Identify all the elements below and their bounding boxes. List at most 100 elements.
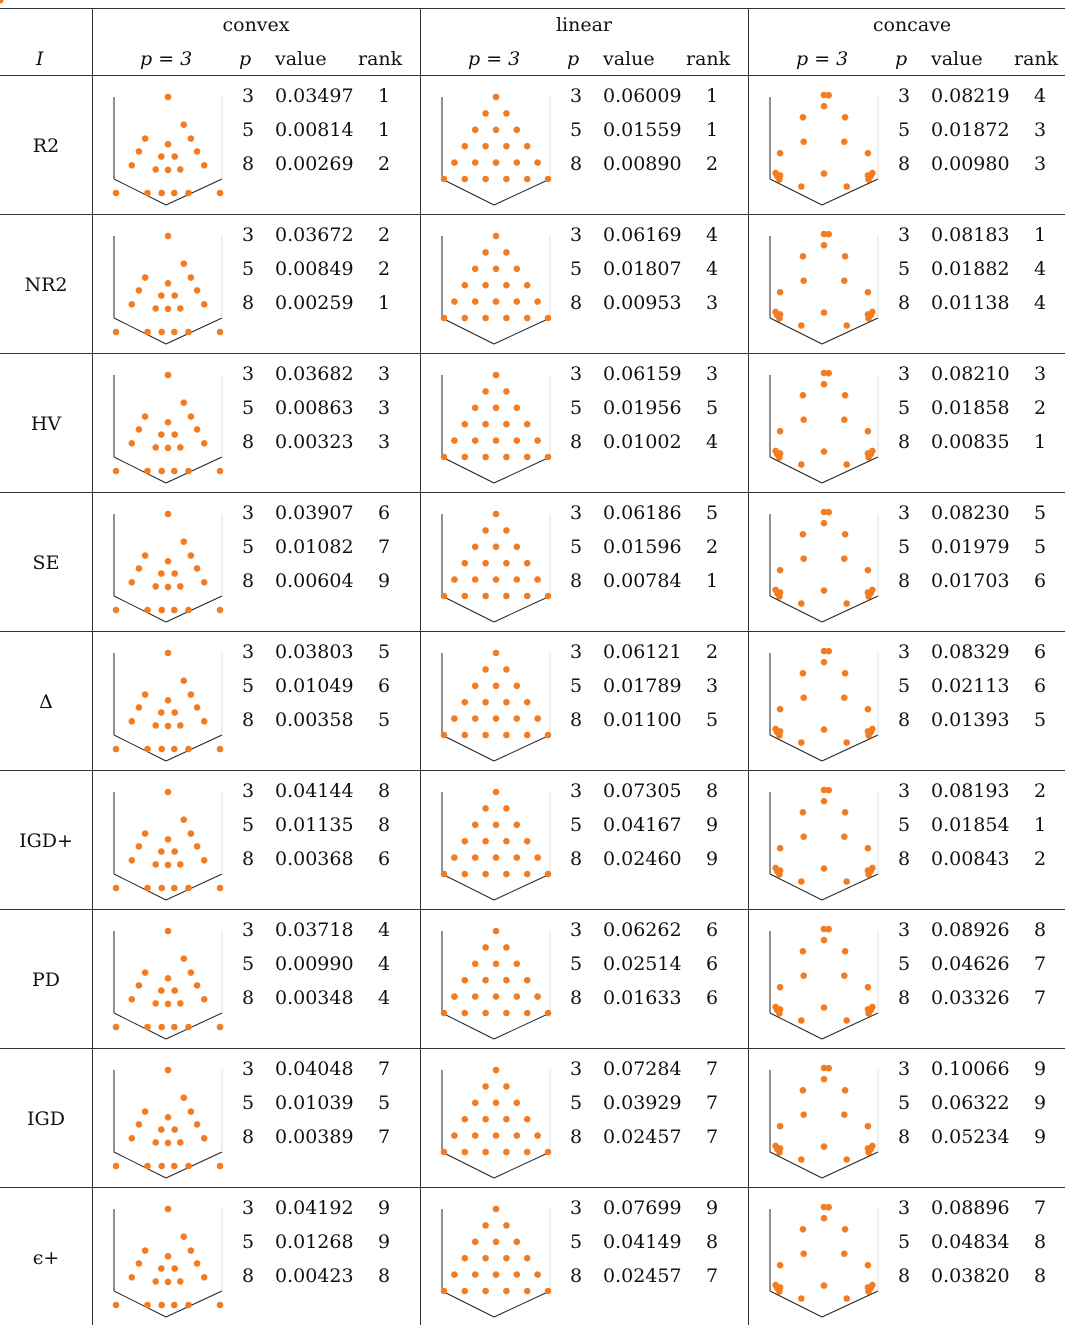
p-value: 3 [570, 85, 583, 107]
point [841, 416, 848, 424]
point [776, 1261, 784, 1269]
p-value: 5 [570, 814, 583, 836]
p-value: 5 [242, 258, 255, 280]
axis [165, 317, 223, 345]
point [471, 126, 479, 134]
rule [748, 8, 749, 1325]
point [177, 1278, 184, 1285]
point [135, 565, 143, 572]
point [864, 172, 872, 179]
metric-value: 0.06159 [603, 363, 682, 385]
point [800, 138, 807, 145]
point [799, 670, 807, 677]
point [513, 265, 521, 273]
rank: 2 [706, 153, 719, 175]
point [171, 570, 178, 577]
point [440, 731, 448, 739]
p-value: 5 [242, 119, 255, 141]
point [471, 1099, 479, 1107]
point [471, 265, 479, 273]
point [451, 854, 458, 861]
point [185, 745, 192, 753]
p-value: 8 [570, 570, 583, 592]
point [482, 388, 489, 395]
p-value: 3 [242, 919, 255, 941]
point [534, 715, 541, 722]
point [185, 1301, 192, 1309]
point [523, 420, 531, 428]
point [152, 305, 159, 312]
rank: 6 [706, 919, 719, 941]
rank: 6 [1034, 641, 1047, 663]
point [152, 1000, 159, 1007]
point [164, 722, 172, 730]
metric-value: 0.01039 [275, 1092, 354, 1114]
point [841, 114, 849, 121]
rank: 9 [706, 1197, 719, 1219]
point [164, 861, 172, 869]
point [482, 420, 489, 428]
indicator: IGD+ [19, 830, 73, 852]
indicator: ϵ+ [32, 1247, 60, 1269]
point [772, 169, 779, 177]
point [152, 1278, 159, 1285]
point [864, 288, 872, 296]
point [216, 328, 224, 336]
rank: 2 [1034, 397, 1047, 419]
point [820, 726, 828, 733]
p-value: 3 [570, 919, 583, 941]
metric-value: 0.04167 [603, 814, 682, 836]
point [187, 135, 195, 142]
point [128, 996, 136, 1003]
rank: 3 [378, 363, 391, 385]
point [864, 566, 872, 574]
p-value: 3 [570, 363, 583, 385]
point [841, 1111, 848, 1118]
point [128, 162, 136, 169]
axis [821, 1290, 879, 1318]
p-value: 5 [898, 397, 911, 419]
rank: 4 [1034, 258, 1047, 280]
point [544, 175, 552, 183]
rank: 6 [378, 675, 391, 697]
p-value: 5 [570, 536, 583, 558]
point [825, 1203, 832, 1211]
point [216, 1301, 224, 1309]
point [158, 745, 165, 753]
point [135, 426, 143, 433]
point [158, 1126, 165, 1133]
axis [441, 873, 495, 901]
p-value: 3 [898, 641, 911, 663]
point [141, 413, 149, 420]
p-value: 3 [242, 1058, 255, 1080]
point [820, 230, 828, 238]
point [799, 531, 807, 538]
rule [0, 909, 1065, 910]
point [503, 142, 510, 150]
point [482, 1115, 489, 1123]
point [820, 658, 828, 666]
metric-value: 0.00953 [603, 292, 682, 314]
point [461, 1287, 469, 1295]
point [841, 392, 849, 399]
point [523, 592, 531, 600]
rule [0, 631, 1065, 632]
point [820, 1075, 828, 1083]
rank: 1 [378, 85, 391, 107]
p-value: 5 [898, 258, 911, 280]
point [164, 1000, 172, 1008]
point [461, 870, 469, 878]
point [471, 298, 479, 305]
point [513, 576, 521, 583]
point [864, 1261, 872, 1269]
point [772, 308, 779, 316]
rank: 4 [1034, 292, 1047, 314]
point [164, 1205, 172, 1213]
point [523, 731, 531, 739]
point [451, 298, 458, 305]
point [503, 837, 510, 845]
axis [493, 734, 551, 762]
axis [821, 1151, 879, 1179]
axis [769, 456, 823, 484]
